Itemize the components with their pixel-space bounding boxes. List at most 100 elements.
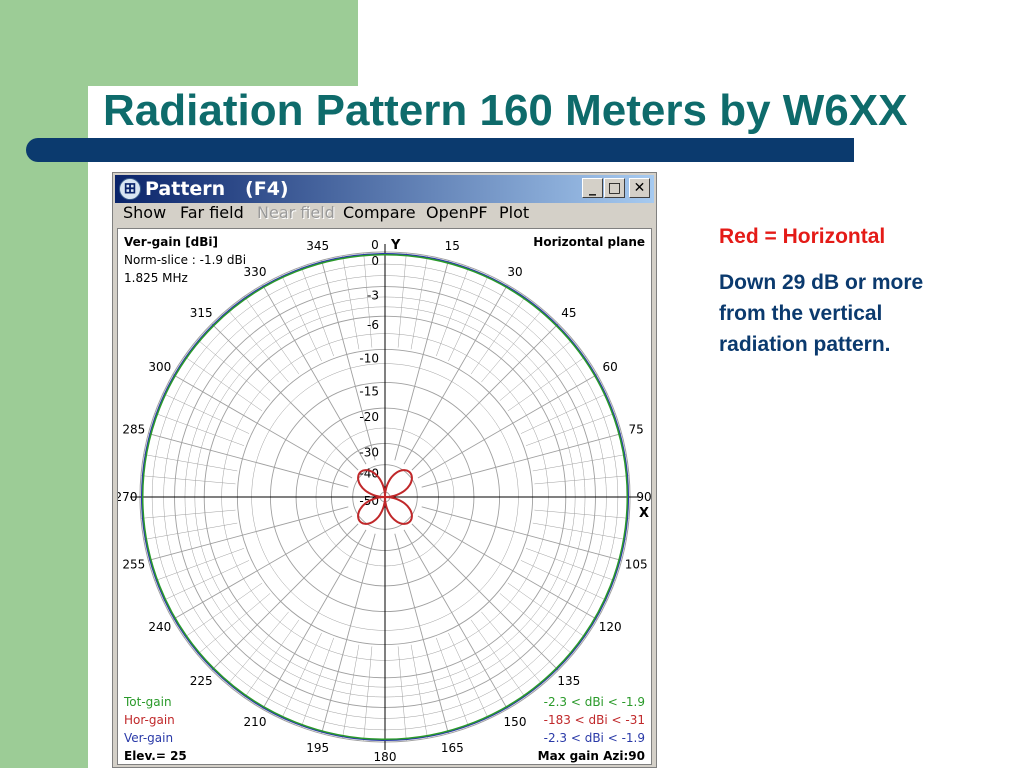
angle-label-90: 90 [636, 490, 651, 504]
angle-label-255: 255 [122, 557, 145, 571]
radial-tick-label: -10 [359, 351, 379, 365]
angle-label-75: 75 [629, 423, 644, 437]
grid-spoke [143, 454, 238, 472]
plot-footer-elevation: Elev.= 25 [124, 749, 187, 763]
window-title-bar[interactable]: ⊞ Pattern (F4) _ □ ✕ [115, 175, 654, 203]
grid-spoke [507, 582, 586, 638]
grid-spoke [162, 560, 250, 601]
polar-plot-area[interactable]: 0 15 30 45 60 75 90 105 120 135 150 165 180 195 210 225… [117, 228, 652, 765]
grid-spoke [197, 339, 271, 401]
grid-spoke [448, 632, 489, 720]
grid-spoke [154, 412, 245, 446]
radial-tick-label: -30 [359, 445, 379, 459]
radial-tick-label: 0 [371, 254, 379, 268]
grid-spoke [363, 646, 373, 742]
grid-spoke [410, 644, 428, 739]
grid-spoke [436, 266, 470, 357]
antenna-app-icon[interactable]: ⊞ [119, 178, 141, 200]
menu-compare[interactable]: Compare [343, 203, 416, 222]
grid-spoke [184, 356, 263, 412]
grid-spoke [525, 548, 616, 582]
grid-spoke [534, 475, 630, 485]
series-tot-gain-trace [141, 253, 629, 741]
angle-label-150: 150 [504, 715, 527, 729]
angle-label-135: 135 [557, 674, 580, 688]
grid-spoke [184, 582, 263, 638]
grid-spoke [281, 274, 322, 362]
y-axis-label: Y [390, 238, 401, 253]
angle-label-180: 180 [374, 750, 397, 764]
radial-tick-label: -3 [367, 289, 379, 303]
grid-spoke [342, 644, 360, 739]
plot-header-left-0: Ver-gain [dBi] [124, 235, 218, 249]
grid-spoke [436, 637, 470, 728]
menu-openpf[interactable]: OpenPF [426, 203, 488, 222]
angle-label-315: 315 [190, 306, 213, 320]
legend-name-tot-gain: Tot-gain [123, 695, 172, 709]
radial-tick-label: -6 [367, 318, 379, 332]
grid-spoke [499, 339, 573, 401]
polar-chart: 0 15 30 45 60 75 90 105 120 135 150 165 180 195 210 225… [118, 235, 651, 764]
angle-label-300: 300 [148, 360, 171, 374]
close-button[interactable]: ✕ [629, 178, 650, 198]
grid-spoke [227, 611, 289, 685]
grid-spoke [244, 619, 300, 698]
grid-spoke [499, 593, 573, 655]
angle-label-270: 270 [118, 490, 137, 504]
grid-spoke [448, 274, 489, 362]
grid-spoke [525, 412, 616, 446]
plot-header-left-2: 1.825 MHz [124, 271, 188, 285]
grid-spoke [520, 393, 608, 434]
angle-label-345: 345 [306, 239, 329, 253]
angle-label-165: 165 [441, 741, 464, 755]
plot-footer-max-gain: Max gain Azi:90 [538, 749, 645, 763]
grid-spoke [520, 560, 608, 601]
angle-label-240: 240 [148, 620, 171, 634]
angle-label-225: 225 [190, 674, 213, 688]
angle-label-0: 0 [371, 238, 379, 252]
grid-spoke [410, 255, 428, 350]
angle-label-330: 330 [244, 265, 267, 279]
grid-spoke [397, 252, 407, 348]
series-ver-gain-trace [140, 252, 630, 742]
menu-show[interactable]: Show [123, 203, 167, 222]
grid-spoke [244, 296, 300, 375]
angle-label-120: 120 [599, 620, 622, 634]
grid-spoke [532, 522, 627, 540]
title-underline-bar [26, 138, 854, 162]
pattern-window: ⊞ Pattern (F4) _ □ ✕ Show Far field Near… [112, 172, 657, 768]
radial-tick-label: -20 [359, 410, 379, 424]
angle-label-45: 45 [561, 306, 576, 320]
grid-spoke [197, 593, 271, 655]
radial-tick-label: -15 [359, 384, 379, 398]
grid-spoke [300, 637, 334, 728]
plot-header-left-1: Norm-slice : -1.9 dBi [124, 253, 246, 267]
grid-spoke [532, 454, 627, 472]
grid-spoke [363, 252, 373, 348]
legend-name-ver-gain: Ver-gain [124, 731, 173, 745]
grid-spoke [397, 646, 407, 742]
grid-spoke [481, 611, 543, 685]
angle-label-60: 60 [603, 360, 618, 374]
menu-near-field: Near field [257, 203, 335, 222]
series-hor-gain-lobes [357, 469, 413, 525]
legend-range-hor-gain: -183 < dBi < -31 [544, 713, 645, 727]
menu-far-field[interactable]: Far field [180, 203, 244, 222]
grid-spoke [143, 522, 238, 540]
grid-spoke [507, 356, 586, 412]
legend-range-ver-gain: -2.3 < dBi < -1.9 [544, 731, 645, 745]
angle-label-30: 30 [507, 265, 522, 279]
grid-spoke [470, 296, 526, 375]
grid-spoke [140, 509, 236, 519]
angle-label-105: 105 [625, 557, 648, 571]
maximize-button[interactable]: □ [604, 178, 625, 198]
grid-spoke [281, 632, 322, 720]
window-title: Pattern (F4) [145, 178, 289, 200]
minimize-button[interactable]: _ [582, 178, 603, 198]
legend-name-hor-gain: Hor-gain [124, 713, 175, 727]
menu-plot[interactable]: Plot [499, 203, 530, 222]
grid-spoke [227, 309, 289, 383]
grid-spoke [470, 619, 526, 698]
grid-spoke [140, 475, 236, 485]
grid-spoke [162, 393, 250, 434]
